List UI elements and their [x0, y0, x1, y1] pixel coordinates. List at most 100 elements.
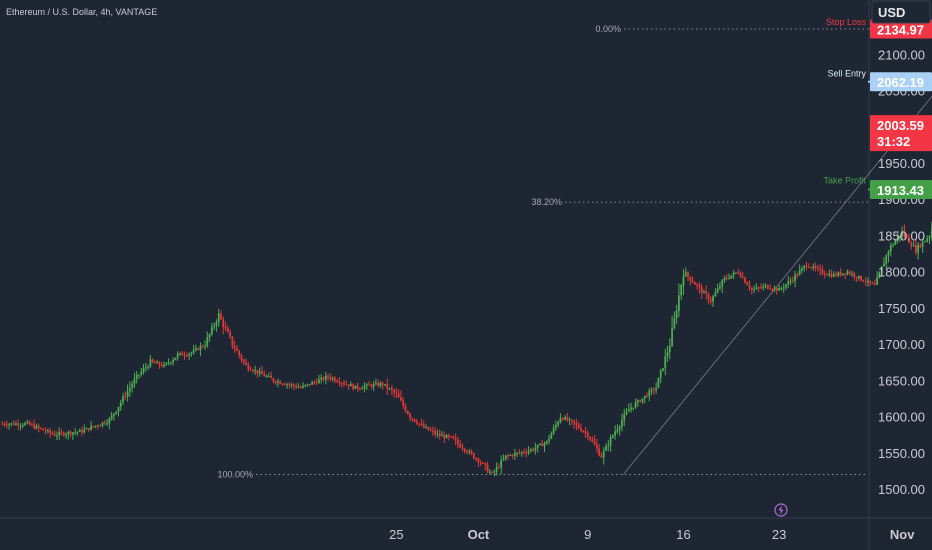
- candle-body: [605, 446, 607, 451]
- candle: [648, 388, 651, 402]
- candle: [361, 385, 364, 390]
- candle: [97, 424, 99, 430]
- candle: [607, 440, 610, 452]
- candle-body: [484, 463, 487, 465]
- candle: [744, 276, 746, 284]
- fib-trend-line: [623, 95, 932, 475]
- candle: [53, 430, 56, 437]
- candle-body: [192, 349, 195, 353]
- candle-body: [67, 431, 70, 435]
- candle-body: [397, 393, 400, 398]
- candle: [156, 359, 159, 364]
- candle-body: [438, 433, 441, 436]
- candle-body: [648, 390, 651, 397]
- price-tick-label: 1800.00: [878, 265, 925, 280]
- candle: [905, 233, 908, 239]
- candle-body: [135, 374, 138, 379]
- candle: [698, 281, 701, 294]
- candle-body: [119, 402, 122, 407]
- candle-body: [299, 387, 302, 389]
- lightning-icon[interactable]: [774, 503, 788, 517]
- time-axis[interactable]: 25Oct91623Nov71320: [389, 527, 932, 542]
- candle: [561, 417, 564, 421]
- candle-body: [302, 385, 304, 388]
- fib_100-label: 100.00%: [217, 470, 253, 480]
- candle-body: [896, 237, 899, 241]
- candle-body: [138, 374, 140, 376]
- candle-body: [832, 274, 835, 277]
- candle: [823, 270, 826, 279]
- candle: [8, 422, 11, 430]
- candle: [860, 275, 863, 282]
- candle-body: [796, 274, 799, 276]
- candle: [566, 412, 569, 422]
- candle-body: [691, 280, 694, 283]
- candle-body: [183, 355, 186, 357]
- candle-body: [757, 287, 760, 289]
- candle-body: [898, 235, 901, 238]
- candle-body: [261, 371, 263, 374]
- candle: [190, 351, 193, 358]
- candle: [28, 419, 31, 426]
- candle: [643, 395, 646, 404]
- candle-body: [113, 413, 115, 416]
- candle-body: [395, 392, 398, 394]
- candle: [488, 469, 491, 475]
- candle: [812, 263, 815, 271]
- candle: [819, 263, 822, 276]
- candle-body: [919, 244, 922, 247]
- candle-body: [641, 398, 644, 402]
- candle: [552, 424, 555, 436]
- candle: [816, 264, 819, 272]
- candle: [56, 431, 58, 441]
- candle: [814, 262, 817, 272]
- candle: [675, 304, 678, 324]
- candle-body: [197, 348, 200, 350]
- candle-body: [251, 370, 254, 372]
- candle: [634, 398, 637, 409]
- candle: [748, 280, 751, 291]
- candle-body: [687, 272, 689, 277]
- candle: [233, 340, 236, 353]
- candle-body: [195, 348, 197, 350]
- candle: [324, 372, 327, 385]
- candle: [486, 461, 489, 474]
- candle-body: [445, 435, 448, 439]
- candle-body: [771, 289, 774, 291]
- candle-body: [739, 272, 742, 277]
- candle: [641, 398, 644, 404]
- candle-body: [450, 436, 452, 438]
- candle-body: [830, 273, 833, 277]
- candle-body: [630, 407, 632, 410]
- candle: [12, 420, 15, 426]
- candle-body: [85, 428, 88, 430]
- candle: [618, 424, 621, 437]
- candle-body: [609, 437, 612, 446]
- candle: [657, 377, 660, 389]
- candle: [609, 434, 612, 452]
- candle: [92, 425, 95, 428]
- candle-body: [81, 429, 83, 433]
- candle: [782, 283, 785, 294]
- candle-body: [386, 384, 389, 389]
- candle: [320, 374, 323, 384]
- candle: [543, 441, 546, 453]
- candle: [304, 384, 307, 388]
- candle: [429, 426, 432, 432]
- candle: [903, 224, 906, 239]
- price-tick-label: 1600.00: [878, 410, 925, 425]
- candle-body: [482, 462, 484, 464]
- currency-button[interactable]: USD: [871, 0, 931, 24]
- candle-body: [103, 422, 106, 424]
- candle: [502, 454, 505, 461]
- candle-body: [910, 242, 913, 246]
- candle: [682, 269, 685, 296]
- candle: [81, 426, 83, 436]
- candle: [798, 264, 801, 276]
- candle: [352, 383, 355, 391]
- candle-body: [543, 443, 546, 447]
- candle-body: [623, 414, 626, 421]
- candle: [249, 366, 252, 371]
- candle-body: [472, 453, 475, 459]
